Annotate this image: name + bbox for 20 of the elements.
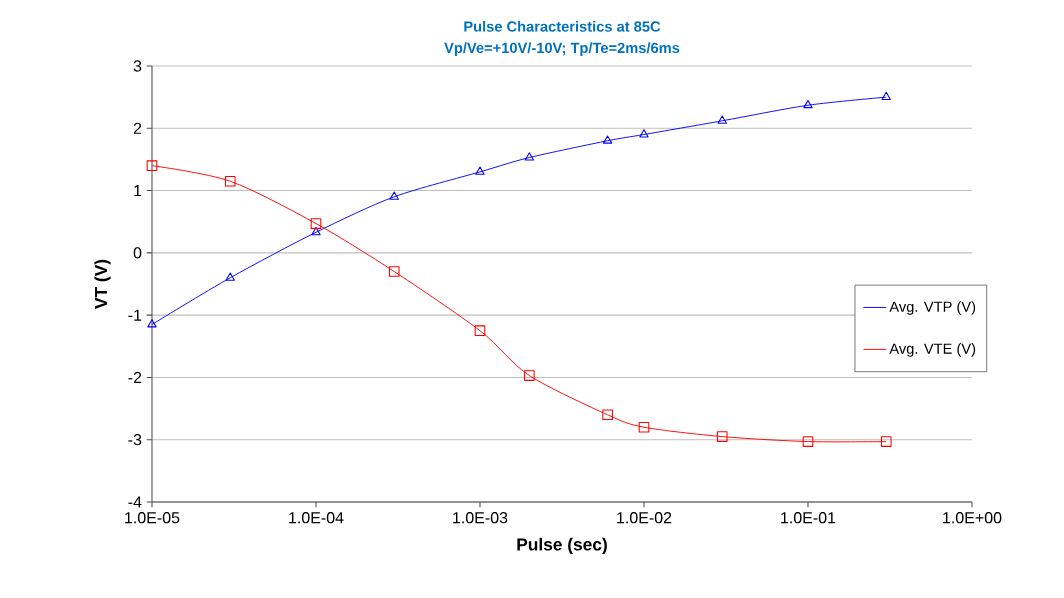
x-tick-label: 1.0E-01 <box>781 512 836 524</box>
y-tick-label: 2 <box>133 122 142 134</box>
y-tick-label: -3 <box>128 434 142 446</box>
y-tick-label: -1 <box>128 309 142 321</box>
y-tick-label: 1 <box>134 185 142 197</box>
legend-label: Avg. VTE (V) <box>889 343 976 357</box>
chart-subtitle: Vp/Ve=+10V/-10V; Tp/Te=2ms/6ms <box>444 42 680 56</box>
x-tick-label: 1.0E+00 <box>943 512 1002 524</box>
x-tick-label: 1.0E-04 <box>289 512 344 524</box>
y-tick-label: -4 <box>128 496 142 508</box>
x-axis-title: Pulse (sec) <box>517 537 607 554</box>
y-axis-title: VT (V) <box>94 259 111 309</box>
chart-title: Pulse Characteristics at 85C <box>464 20 661 32</box>
y-tick-label: -2 <box>128 371 142 383</box>
x-tick-label: 1.0E-05 <box>125 512 180 524</box>
y-tick-label: 3 <box>133 60 142 72</box>
x-tick-label: 1.0E-02 <box>617 512 672 524</box>
legend-label: Avg. VTP (V) <box>889 301 976 315</box>
x-tick-label: 1.0E-03 <box>453 512 508 524</box>
y-tick-label: 0 <box>133 247 142 259</box>
